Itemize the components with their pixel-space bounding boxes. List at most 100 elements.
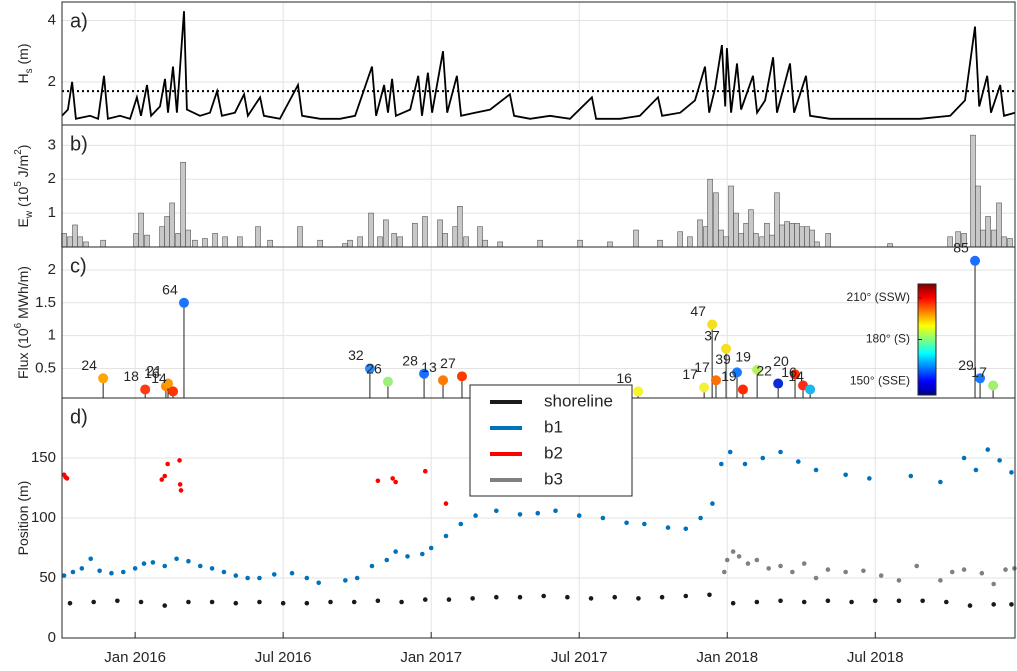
stem-label: 14 xyxy=(151,370,167,386)
bar xyxy=(633,229,639,248)
point xyxy=(517,512,523,517)
point xyxy=(997,458,1002,463)
y-axis-label-sub: s xyxy=(24,68,35,73)
bar xyxy=(397,236,403,248)
y-axis-label-part: Position (m) xyxy=(15,481,31,556)
point xyxy=(150,560,156,565)
bar xyxy=(368,212,374,248)
bar xyxy=(677,231,683,248)
point xyxy=(174,556,179,562)
bar xyxy=(267,239,273,248)
point xyxy=(825,598,831,604)
bar xyxy=(985,216,991,248)
point xyxy=(109,570,114,576)
point xyxy=(399,599,404,605)
panel-label: c) xyxy=(70,255,87,277)
point xyxy=(446,597,452,602)
bar xyxy=(83,241,89,248)
bar xyxy=(255,226,261,248)
point xyxy=(878,573,884,578)
point xyxy=(64,476,70,481)
bar xyxy=(77,236,83,248)
bar xyxy=(482,239,488,248)
point xyxy=(896,578,902,583)
point xyxy=(186,599,191,605)
bar xyxy=(784,221,790,248)
panel-label: d) xyxy=(70,406,88,428)
stem-marker xyxy=(773,378,784,389)
bar xyxy=(697,219,703,248)
bar xyxy=(607,241,613,248)
bar xyxy=(789,222,795,248)
point xyxy=(165,461,170,467)
bar xyxy=(422,216,428,248)
point xyxy=(186,558,191,564)
point xyxy=(494,508,499,514)
stem-label: 26 xyxy=(366,360,382,376)
point xyxy=(914,563,920,569)
point xyxy=(375,598,381,604)
point xyxy=(138,599,144,605)
point xyxy=(985,447,991,452)
bar xyxy=(452,226,458,248)
bar xyxy=(144,234,150,248)
y-tick-label: 100 xyxy=(31,509,56,526)
bar xyxy=(457,206,463,248)
legend-label: b1 xyxy=(544,417,563,436)
legend-label: b3 xyxy=(544,469,563,488)
point xyxy=(517,594,523,600)
bar xyxy=(537,239,543,248)
stem-marker xyxy=(790,369,801,380)
point xyxy=(754,557,760,563)
y-axis-label-sup: 2 xyxy=(13,149,24,155)
y-axis-label-part: E xyxy=(15,218,31,227)
point xyxy=(233,573,239,578)
stem-label: 29 xyxy=(958,357,974,373)
point xyxy=(736,554,742,559)
point xyxy=(162,563,168,569)
point xyxy=(375,478,381,484)
point xyxy=(642,521,647,527)
bar xyxy=(753,233,759,248)
point xyxy=(588,596,594,601)
point xyxy=(422,468,428,474)
point xyxy=(624,520,629,526)
bar xyxy=(996,202,1002,248)
y-tick-label: 2 xyxy=(48,73,56,90)
bar xyxy=(169,202,175,248)
y-axis-label-sub: w xyxy=(24,210,35,219)
stem-label: 24 xyxy=(81,357,97,373)
panel-label: a) xyxy=(70,10,88,32)
point xyxy=(494,594,499,600)
y-tick-label: 1.5 xyxy=(35,294,56,311)
point xyxy=(973,467,979,473)
point xyxy=(710,501,715,506)
bar xyxy=(804,226,810,248)
y-axis-label: Position (m) xyxy=(15,481,31,556)
stem-label: 21 xyxy=(146,362,162,378)
bar xyxy=(769,234,775,248)
point xyxy=(271,572,277,577)
point xyxy=(316,580,321,586)
bar xyxy=(980,229,986,248)
point xyxy=(843,569,848,575)
point xyxy=(813,575,819,581)
point xyxy=(600,515,606,521)
point xyxy=(778,563,783,569)
point xyxy=(245,575,250,581)
bar xyxy=(442,233,448,248)
point xyxy=(565,594,570,600)
point xyxy=(132,566,138,571)
stem-marker xyxy=(419,368,430,379)
stem-label: 39 xyxy=(715,351,731,367)
stem-label: 19 xyxy=(721,368,737,384)
bar xyxy=(185,229,191,248)
bar xyxy=(743,222,749,248)
point xyxy=(991,581,996,587)
point xyxy=(553,508,558,514)
bar xyxy=(657,239,663,248)
point xyxy=(221,569,227,575)
stem-marker xyxy=(168,386,179,397)
point xyxy=(1012,566,1017,571)
